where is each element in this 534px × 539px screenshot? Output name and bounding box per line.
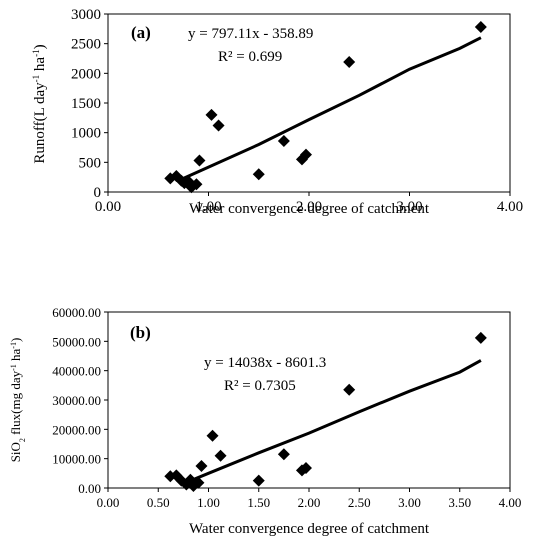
r-squared-b: R² = 0.7305 (224, 378, 296, 394)
data-point (190, 178, 203, 191)
trendline-a (182, 36, 482, 180)
plot-area-b (107, 311, 511, 489)
x-tick-label: 1.00 (197, 495, 220, 510)
data-point (192, 476, 205, 489)
x-tick-label: 2.00 (296, 199, 322, 215)
y-tick-label: 40000.00 (52, 364, 101, 379)
equation-a: y = 797.11x - 358.89 (188, 26, 313, 42)
y-tick-label: 0.00 (78, 481, 101, 496)
x-ticks-b: 0.00 0.50 1.00 1.50 2.00 2.50 3.00 3.50 4.00 (97, 488, 522, 510)
y-ticks-a: 0 500 1000 1500 2000 2500 3000 (71, 7, 108, 201)
x-tick-label: 3.00 (396, 199, 422, 215)
y-ticks-b: 0.00 10000.00 20000.00 30000.00 40000.00 5000… (52, 305, 108, 496)
data-points-b (164, 331, 487, 492)
data-point (214, 449, 227, 462)
y-tick-label: 1500 (71, 96, 101, 112)
y-tick-label: 3000 (71, 7, 101, 23)
y-tick-label: 0 (94, 185, 102, 201)
panel-label-b: (b) (130, 323, 151, 342)
equation-b: y = 14038x - 8601.3 (204, 355, 326, 371)
x-ticks-a: 0.00 1.00 2.00 3.00 4.00 (95, 192, 523, 215)
data-point (299, 462, 312, 475)
x-tick-label: 3.50 (448, 495, 471, 510)
y-tick-label: 2500 (71, 37, 101, 53)
trendline-b (182, 359, 482, 485)
x-tick-label: 0.00 (97, 495, 120, 510)
panel-label-a: (a) (131, 23, 151, 42)
x-tick-label: 4.00 (499, 495, 522, 510)
x-tick-label: 0.00 (95, 199, 121, 215)
y-tick-label: 500 (79, 155, 102, 171)
x-tick-label: 3.00 (398, 495, 421, 510)
data-point (299, 148, 312, 161)
data-point (277, 134, 290, 147)
data-point (252, 474, 265, 487)
data-point (193, 154, 206, 167)
x-tick-label: 2.00 (298, 495, 321, 510)
data-point (252, 168, 265, 181)
x-axis-label-a: Water convergence degree of catchment (189, 201, 430, 217)
data-point (343, 383, 356, 396)
data-point (474, 331, 487, 344)
y-tick-label: 10000.00 (52, 452, 101, 467)
r-squared-a: R² = 0.699 (218, 49, 282, 65)
y-tick-label: 20000.00 (52, 422, 101, 437)
data-point (206, 429, 219, 442)
y-tick-label: 1000 (71, 126, 101, 142)
x-tick-label: 1.50 (247, 495, 270, 510)
data-point (195, 460, 208, 472)
data-point (205, 108, 218, 121)
y-axis-label-b: SiO2 flux(mg day-1 ha-1) (8, 338, 27, 463)
chart-panel-a: 0 500 1000 1500 2000 2500 3000 0.00 1.00 2.00 3.0… (31, 7, 523, 217)
y-tick-label: 30000.00 (52, 393, 101, 408)
data-point (212, 119, 225, 132)
y-axis-label-a: Runoff(L day-1 ha-1) (31, 44, 48, 163)
data-point (277, 448, 290, 461)
x-axis-label-b: Water convergence degree of catchment (189, 521, 430, 537)
chart-panel-b: 0.00 10000.00 20000.00 30000.00 40000.00 5000… (8, 305, 521, 537)
y-tick-label: 60000.00 (52, 305, 101, 320)
x-tick-label: 1.00 (195, 199, 221, 215)
y-tick-label: 2000 (71, 66, 101, 82)
data-point (474, 21, 487, 34)
data-point (343, 56, 356, 69)
x-tick-label: 4.00 (497, 199, 523, 215)
y-tick-label: 50000.00 (52, 334, 101, 349)
x-tick-label: 0.50 (147, 495, 170, 510)
data-points-a (164, 21, 487, 194)
x-tick-label: 2.50 (348, 495, 371, 510)
